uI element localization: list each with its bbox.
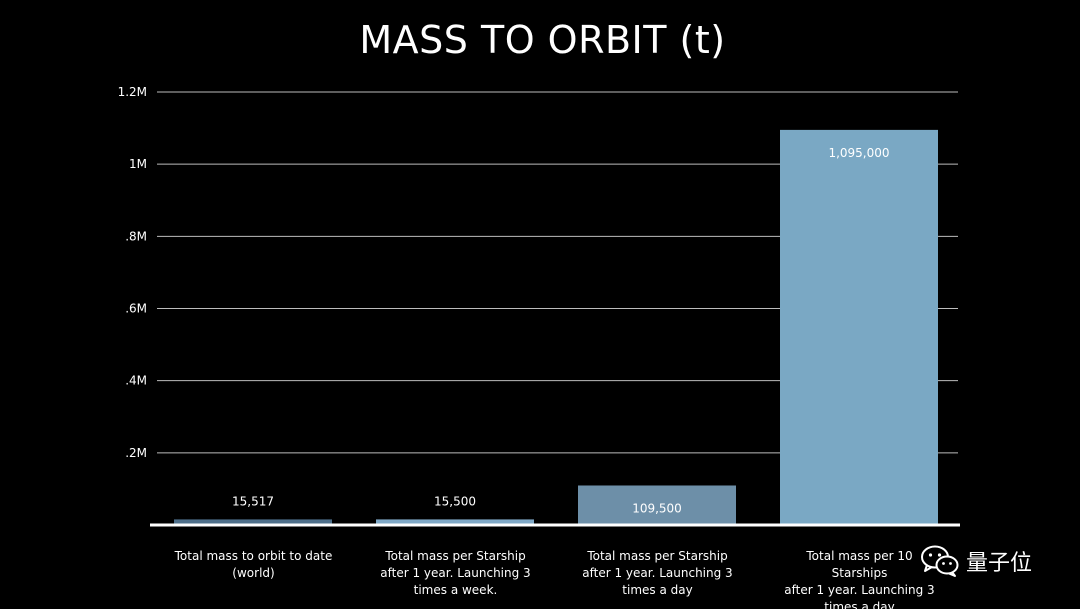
x-category-label-line: Total mass per Starship [587,549,728,563]
data-label: 15,517 [232,494,274,508]
x-category-label-line: after 1 year. Launching 3 [784,583,935,597]
x-category-label-line: Total mass per Starship [385,549,526,563]
x-category-label-line: after 1 year. Launching 3 [582,566,733,580]
y-tick-label: .8M [125,229,147,243]
y-tick-label: 1.2M [118,85,147,99]
y-tick-label: .2M [125,446,147,460]
x-category-label-line: times a day [622,583,693,597]
bar [376,519,534,525]
chart-title: MASS TO ORBIT (t) [359,18,726,62]
y-tick-label: .4M [125,374,147,388]
y-tick-label: 1M [129,157,147,171]
x-category-label-line: (world) [232,566,275,580]
x-category-label-line: Total mass to orbit to date [174,549,333,563]
watermark-text: 量子位 [966,551,1033,576]
data-label: 109,500 [632,501,682,515]
x-category-label-line: after 1 year. Launching 3 [380,566,531,580]
x-category-label: Total mass per Starship after 1 year. Lau… [575,548,740,599]
x-category-label-line: Total mass per 10 Starships [806,549,913,580]
x-category-label-line: times a day [824,600,895,609]
bar [174,519,332,525]
bar [578,485,736,525]
y-tick-label: .6M [125,302,147,316]
data-label: 1,095,000 [828,146,889,160]
wechat-icon [921,545,959,577]
data-label: 15,500 [434,494,476,508]
bar [780,129,938,525]
x-category-label: Total mass per 10 Starships after 1 year.… [777,548,942,609]
x-category-label: Total mass to orbit to date (world) [171,548,336,582]
watermark: 量子位 [920,544,1032,578]
x-category-label-line: times a week. [413,583,498,597]
x-category-label: Total mass per Starship after 1 year. Lau… [373,548,538,599]
